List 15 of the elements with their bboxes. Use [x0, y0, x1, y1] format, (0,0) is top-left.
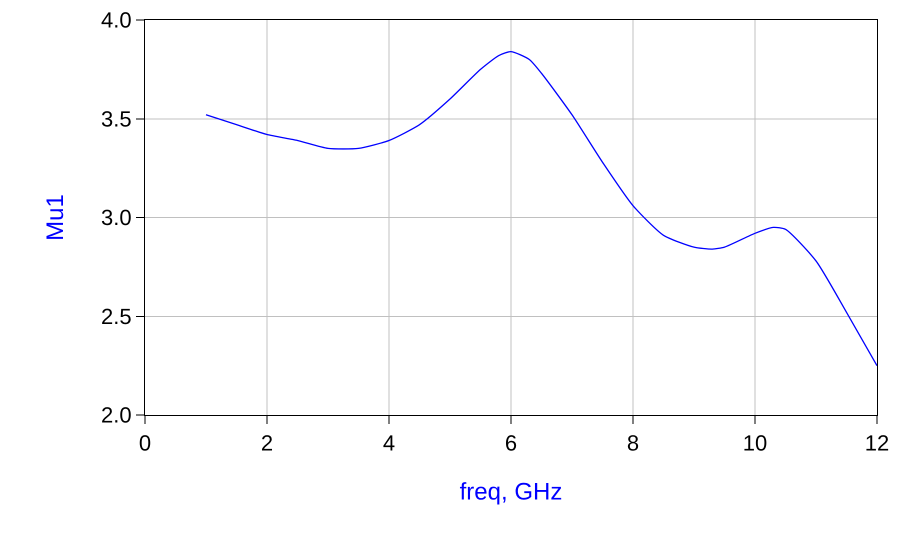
x-axis-title: freq, GHz: [460, 478, 562, 506]
x-tick-label: 10: [742, 430, 768, 456]
y-tick-label: 4.0: [101, 8, 132, 33]
x-tick-label: 2: [260, 430, 274, 456]
y-tick-label: 3.0: [101, 205, 132, 230]
x-tick-label: 0: [138, 430, 152, 456]
y-tick-label: 2.5: [101, 304, 132, 329]
y-axis-title: Mu1: [42, 194, 70, 241]
x-tick-label: 8: [626, 430, 640, 456]
line-series: [205, 50, 877, 366]
y-tick-label: 2.0: [101, 402, 132, 428]
x-tick-label: 4: [382, 430, 396, 456]
x-tick-label: 6: [504, 430, 518, 456]
y-tick-label: 3.5: [101, 106, 132, 132]
x-tick-label: 12: [864, 430, 890, 456]
